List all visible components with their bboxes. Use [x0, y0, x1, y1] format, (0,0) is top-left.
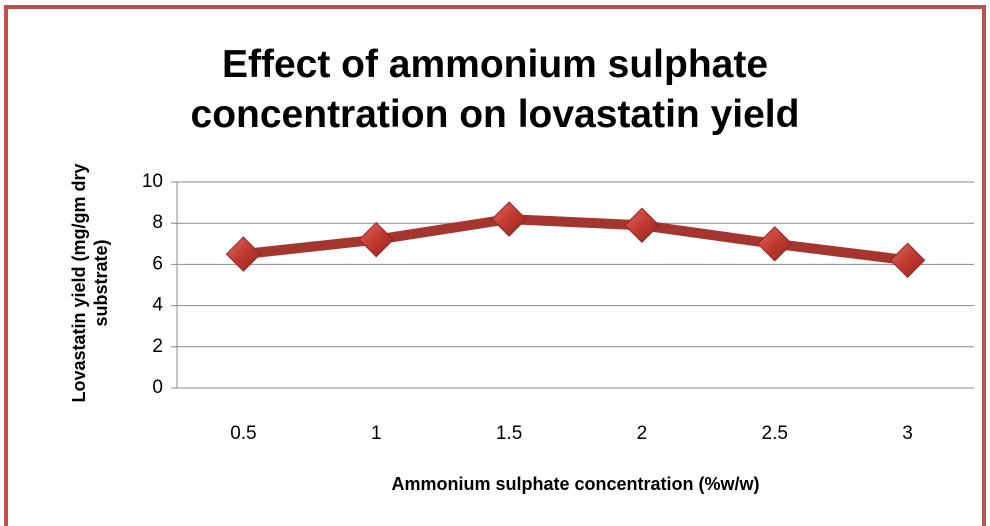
x-tick-label: 2.5	[762, 423, 788, 444]
marker	[624, 207, 660, 243]
marker	[358, 221, 394, 258]
y-tick-label: 2	[152, 336, 163, 357]
x-tick-label: 3	[902, 423, 913, 444]
x-tick-label: 1.5	[496, 423, 522, 444]
x-tick-label: 0.5	[230, 423, 256, 444]
y-axis-label: Lovastatin yield (mg/gm dry substrate)	[69, 163, 111, 403]
frame	[4, 5, 986, 526]
y-tick-label: 8	[152, 212, 163, 233]
marker	[757, 226, 793, 262]
y-tick-label: 10	[142, 171, 163, 192]
x-axis-label: Ammonium sulphate concentration (%w/w)	[391, 474, 760, 494]
x-tick-label: 2	[637, 423, 648, 444]
marker	[889, 242, 926, 278]
marker	[225, 236, 262, 272]
series-line	[242, 214, 909, 266]
chart-title: Effect of ammonium sulphate concentratio…	[190, 43, 800, 136]
y-tick-label: 6	[152, 253, 163, 274]
x-tick-label: 1	[371, 423, 382, 444]
y-tick-label: 0	[152, 377, 163, 398]
y-tick-label: 4	[152, 295, 163, 316]
marker	[491, 201, 527, 237]
